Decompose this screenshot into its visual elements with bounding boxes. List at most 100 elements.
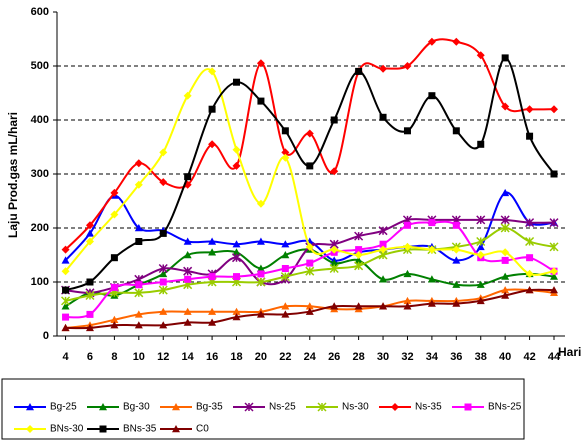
data-point [427,275,436,283]
data-point [354,256,363,264]
data-point [549,218,559,228]
data-point [85,229,94,237]
y-tick-label: 100 [31,276,49,288]
data-point [452,127,460,135]
data-point [232,307,241,315]
data-point [305,307,314,315]
data-point [233,78,241,86]
legend-marker [391,403,399,411]
legend-label: Ns-35 [415,402,442,413]
data-point [526,254,534,262]
legend-marker [317,402,327,412]
data-point [208,248,217,256]
data-point [403,242,412,251]
data-point [525,105,534,114]
data-point [110,188,119,197]
data-point [134,224,143,232]
data-point [501,291,510,299]
data-point [281,148,290,157]
y-tick-label: 200 [31,222,49,234]
data-point [61,256,70,264]
data-point [526,132,534,140]
data-point [306,259,314,267]
data-point [232,240,241,248]
data-point [525,286,534,294]
data-point [62,313,70,321]
data-point [379,302,388,310]
data-point [550,286,559,294]
data-point [330,167,339,176]
data-point [379,275,388,283]
legend-marker [172,425,180,433]
data-point [110,315,119,323]
data-point [476,280,485,288]
data-point [379,245,388,254]
x-tick-label: 20 [255,351,267,363]
series-line [64,68,555,276]
data-point [61,296,71,306]
data-point [256,310,265,318]
legend-label: BNs-35 [123,424,157,435]
x-tick-label: 22 [279,351,291,363]
data-point [305,129,314,138]
y-tick-label: 400 [31,114,49,126]
x-tick-label: 26 [328,351,340,363]
data-point [233,273,241,281]
data-point [403,269,412,278]
data-point [281,302,290,310]
data-point [427,299,436,307]
x-tick-label: 34 [426,351,439,363]
data-point [159,229,167,237]
legend-label: BNs-30 [50,424,84,435]
y-tick-label: 0 [43,330,49,342]
data-point [330,259,339,267]
x-tick-label: 4 [62,351,69,363]
data-point [281,265,289,272]
data-point [305,302,314,310]
data-point [281,240,290,248]
data-point [159,178,168,187]
y-tick-label: 600 [31,6,49,18]
data-point [428,92,436,100]
data-point [452,280,461,288]
data-point [61,267,70,276]
data-point [281,251,290,259]
data-point [159,148,168,157]
data-point [477,140,485,148]
legend-label: BNs-25 [488,402,522,413]
data-point [550,267,559,276]
legend-marker [26,425,34,433]
data-point [476,236,486,247]
data-point [501,54,509,62]
data-point [403,221,411,229]
data-point [184,173,192,181]
data-point [62,286,70,294]
data-point [379,64,388,73]
data-point [208,318,217,326]
data-point [135,238,143,245]
data-point [403,302,412,310]
data-point [256,237,265,245]
data-point [501,102,510,111]
data-point [257,97,265,105]
data-point [232,145,241,154]
legend-marker [99,425,107,433]
data-point [61,245,70,254]
x-tick-label: 6 [87,351,93,363]
data-point [208,273,216,281]
data-point [354,251,363,259]
data-point [355,246,363,254]
data-point [500,223,510,233]
data-point [158,263,168,274]
data-point [306,162,314,170]
data-point [256,199,265,208]
data-point [110,321,119,329]
data-point [158,285,168,295]
data-point [403,127,411,135]
data-point [281,127,289,135]
data-point [281,310,290,318]
data-point [208,67,217,76]
data-point [501,256,509,264]
data-point [550,170,558,178]
